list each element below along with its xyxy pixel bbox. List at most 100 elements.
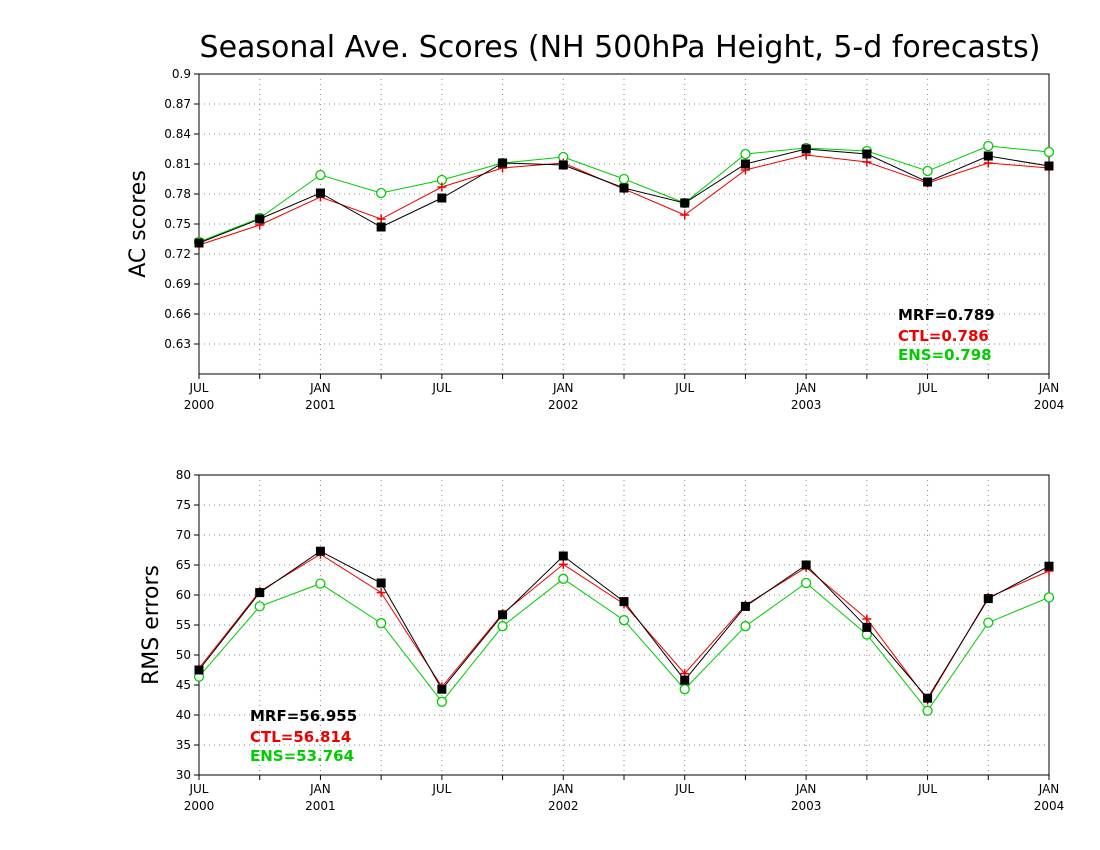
data-point-mrf: [1044, 561, 1054, 571]
y-tick-label: 55: [176, 618, 191, 632]
data-point-mrf: [862, 149, 872, 159]
y-tick-label: 50: [176, 648, 191, 662]
stat-label-mrf: MRF=0.789: [898, 306, 995, 324]
data-point-mrf: [558, 551, 568, 561]
data-point-ctl: [437, 182, 447, 192]
data-point-ens: [375, 618, 387, 629]
y-tick-label: 0.72: [164, 247, 191, 261]
data-point-ens: [497, 621, 508, 632]
x-tick-label: JAN: [1038, 782, 1060, 796]
x-tick-label: JAN: [309, 782, 331, 796]
y-tick-label: 80: [176, 468, 191, 482]
data-point-mrf: [740, 159, 750, 169]
y-tick-label: 0.66: [164, 307, 191, 321]
data-point-mrf: [983, 594, 993, 604]
x-tick-label: 2003: [791, 398, 822, 412]
data-point-mrf: [255, 214, 265, 224]
data-point-mrf: [680, 675, 690, 685]
data-point-ens: [922, 705, 933, 716]
data-point-ens: [558, 573, 569, 584]
data-point-ens: [1043, 146, 1055, 158]
x-tick-label: JUL: [431, 381, 451, 395]
series-mrf: [194, 144, 1054, 248]
data-point-mrf: [801, 560, 811, 570]
x-tick-label: 2002: [548, 398, 579, 412]
data-point-ens: [922, 165, 933, 177]
x-tick-label: 2001: [305, 398, 336, 412]
x-tick-label: JAN: [552, 782, 574, 796]
y-tick-label: 70: [176, 528, 191, 542]
data-point-mrf: [680, 198, 690, 208]
y-tick-label: 0.63: [164, 337, 191, 351]
data-point-mrf: [376, 222, 386, 232]
data-point-mrf: [437, 193, 447, 203]
y-tick-label: 60: [176, 588, 191, 602]
data-point-ens: [983, 617, 994, 628]
chart-title: Seasonal Ave. Scores (NH 500hPa Height, …: [200, 30, 1041, 65]
data-point-mrf: [801, 144, 811, 154]
x-tick-label: 2004: [1034, 398, 1065, 412]
data-point-mrf: [740, 601, 750, 611]
data-point-mrf: [194, 238, 204, 248]
x-tick-label: 2003: [791, 799, 822, 813]
data-point-ctl: [376, 588, 386, 598]
data-point-mrf: [498, 158, 508, 168]
data-point-ens: [618, 173, 630, 185]
x-tick-label: 2000: [184, 799, 215, 813]
series-line-mrf: [198, 148, 1050, 244]
data-point-mrf: [923, 177, 933, 187]
x-tick-label: JUL: [188, 381, 208, 395]
y-tick-label: 35: [176, 738, 191, 752]
data-point-mrf: [437, 684, 447, 694]
data-point-ens: [375, 187, 387, 199]
series-line-ctl: [198, 553, 1050, 701]
x-tick-label: JUL: [188, 782, 208, 796]
y-tick-label: 30: [176, 768, 191, 782]
data-point-ctl: [680, 210, 690, 220]
x-tick-label: JAN: [552, 381, 574, 395]
data-point-mrf: [619, 183, 629, 193]
series-ctl: [194, 549, 1054, 705]
data-point-ens: [679, 684, 690, 695]
stat-label-ens: ENS=0.798: [898, 346, 992, 364]
y-tick-label: 75: [176, 498, 191, 512]
x-tick-label: JAN: [309, 381, 331, 395]
x-tick-label: 2002: [548, 799, 579, 813]
data-point-ctl: [862, 157, 872, 167]
y-tick-label: 0.9: [172, 67, 191, 81]
x-tick-label: JUL: [917, 782, 937, 796]
data-point-ens: [800, 577, 812, 589]
x-tick-label: 2000: [184, 398, 215, 412]
data-point-mrf: [315, 188, 325, 198]
data-point-mrf: [255, 588, 265, 598]
data-point-mrf: [558, 160, 568, 170]
y-tick-label: 0.84: [164, 127, 191, 141]
x-tick-label: JUL: [917, 381, 937, 395]
data-point-mrf: [862, 622, 872, 632]
y-tick-label: 0.75: [164, 217, 191, 231]
data-point-mrf: [983, 151, 993, 161]
data-point-ens: [740, 148, 751, 160]
y-tick-label: 0.78: [164, 187, 191, 201]
data-point-mrf: [376, 578, 386, 588]
x-tick-label: JUL: [674, 782, 694, 796]
x-tick-label: JAN: [795, 782, 817, 796]
data-point-mrf: [194, 665, 204, 675]
y-tick-label: 0.69: [164, 277, 191, 291]
y-tick-label: 40: [176, 708, 191, 722]
y-tick-label: 65: [176, 558, 191, 572]
data-point-ctl: [862, 614, 872, 624]
y-axis-label: AC scores: [126, 170, 151, 278]
panel-1: 0.63 0.66 0.69 0.72 0.75 0.78 0.81 0.84 0.87 0.9 J…: [126, 67, 1064, 412]
panel-2: 30 35 40 45 50 55 60 65 70 75 80 JUL 2000 JAN 2001 JUL J…: [139, 468, 1064, 813]
stat-label-mrf: MRF=56.955: [250, 707, 357, 725]
stat-label-ctl: CTL=0.786: [898, 327, 989, 345]
x-tick-label: 2004: [1034, 799, 1065, 813]
x-tick-label: JAN: [795, 381, 817, 395]
series-mrf: [194, 546, 1054, 703]
x-tick-label: 2001: [305, 799, 336, 813]
data-point-mrf: [923, 693, 933, 703]
data-point-mrf: [498, 610, 508, 620]
y-tick-label: 0.81: [164, 157, 191, 171]
